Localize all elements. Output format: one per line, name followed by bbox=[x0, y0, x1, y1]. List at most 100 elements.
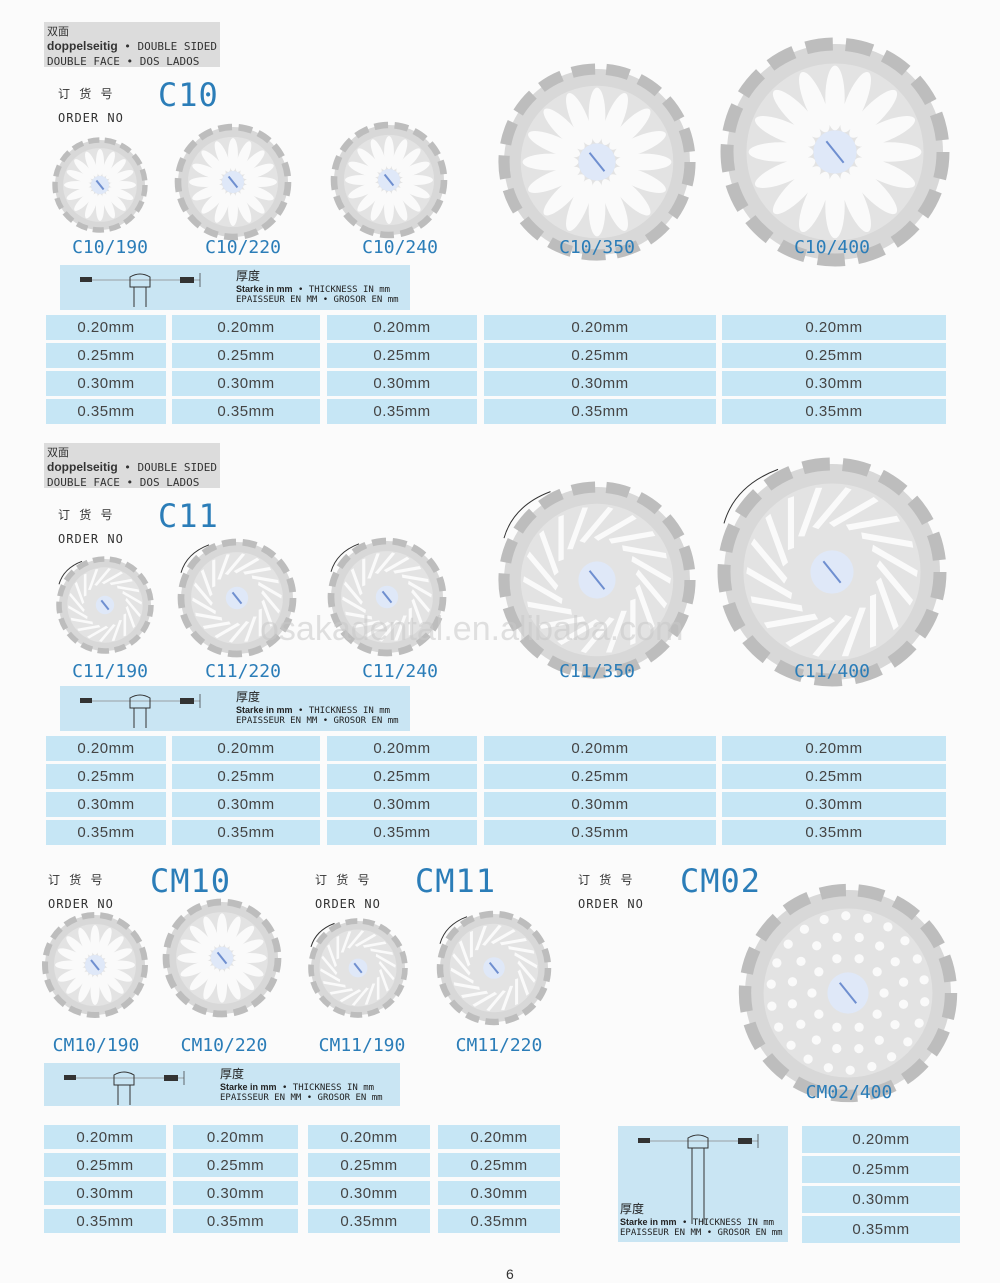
thickness-cell: 0.25mm bbox=[438, 1153, 560, 1177]
thickness-cell: 0.30mm bbox=[46, 370, 166, 396]
thickness-cell: 0.35mm bbox=[438, 1209, 560, 1233]
thickness-cell: 0.25mm bbox=[327, 763, 477, 789]
legend-zh: 厚度 bbox=[220, 1067, 245, 1081]
thickness-cell: 0.25mm bbox=[46, 342, 166, 368]
thickness-cell: 0.30mm bbox=[172, 370, 320, 396]
thickness-cell: 0.35mm bbox=[802, 1215, 960, 1243]
diamond-disc-image bbox=[327, 537, 447, 657]
header-box: 双面 doppelseitig • DOUBLE SIDED DOUBLE FACE… bbox=[44, 22, 220, 68]
thickness-cell: 0.25mm bbox=[802, 1155, 960, 1183]
disc-order-code: CM10/220 bbox=[180, 1035, 268, 1056]
header-de: doppelseitig bbox=[47, 460, 118, 474]
thickness-cell: 0.30mm bbox=[722, 791, 946, 817]
mandrel-diagram-icon bbox=[80, 694, 201, 728]
legend-line2: EPAISSEUR EN MM • GROSOR EN mm bbox=[620, 1228, 783, 1238]
order-label: 订 货 号 ORDER NO bbox=[48, 868, 114, 916]
thickness-cell: 0.20mm bbox=[484, 735, 716, 761]
disc-order-code: CM02/400 bbox=[805, 1082, 893, 1103]
thickness-cell: 0.35mm bbox=[722, 819, 946, 845]
thickness-cell: 0.30mm bbox=[308, 1181, 430, 1205]
thickness-cell: 0.20mm bbox=[327, 735, 477, 761]
disc-order-code: C10/350 bbox=[559, 237, 635, 258]
disc-order-code: C11/350 bbox=[559, 661, 635, 682]
order-code: CM11 bbox=[415, 862, 497, 900]
thickness-cell: 0.20mm bbox=[438, 1125, 560, 1149]
diamond-disc-image bbox=[162, 898, 282, 1018]
legend-en: • THICKNESS IN mm bbox=[281, 1083, 375, 1093]
mandrel-diagram-icon bbox=[80, 273, 201, 307]
order-label: 订 货 号 ORDER NO bbox=[58, 82, 124, 130]
order-label: 订 货 号 ORDER NO bbox=[58, 503, 124, 551]
thickness-cell: 0.25mm bbox=[308, 1153, 430, 1177]
thickness-cell: 0.20mm bbox=[173, 1125, 298, 1149]
legend-en: • THICKNESS IN mm bbox=[297, 285, 391, 295]
thickness-cell: 0.25mm bbox=[46, 763, 166, 789]
legend-line2: EPAISSEUR EN MM • GROSOR EN mm bbox=[236, 716, 399, 726]
order-label-en: ORDER NO bbox=[315, 897, 381, 911]
order-label: 订 货 号 ORDER NO bbox=[578, 868, 644, 916]
header-de: doppelseitig bbox=[47, 39, 118, 53]
legend-de: Starke in mm bbox=[236, 705, 293, 715]
disc-order-code: CM10/190 bbox=[52, 1035, 140, 1056]
diamond-disc-image bbox=[52, 137, 148, 233]
thickness-cell: 0.35mm bbox=[484, 819, 716, 845]
watermark: osakadental.en.alibaba.com bbox=[260, 610, 684, 648]
thickness-cell: 0.35mm bbox=[327, 819, 477, 845]
disc-order-code: C11/220 bbox=[205, 661, 281, 682]
diamond-disc-image bbox=[720, 37, 950, 267]
thickness-cell: 0.25mm bbox=[44, 1153, 166, 1177]
thickness-cell: 0.30mm bbox=[327, 370, 477, 396]
order-code: CM10 bbox=[150, 862, 232, 900]
thickness-cell: 0.20mm bbox=[46, 735, 166, 761]
thickness-cell: 0.35mm bbox=[173, 1209, 298, 1233]
diamond-disc-image bbox=[174, 123, 292, 241]
thickness-cell: 0.35mm bbox=[172, 398, 320, 424]
thickness-cell: 0.30mm bbox=[438, 1181, 560, 1205]
order-code: C11 bbox=[158, 497, 219, 535]
order-label-en: ORDER NO bbox=[578, 897, 644, 911]
header-en: • DOUBLE SIDED bbox=[124, 40, 218, 53]
disc-order-code: C10/220 bbox=[205, 237, 281, 258]
header-line2: DOUBLE FACE • DOS LADOS bbox=[47, 476, 200, 489]
thickness-cell: 0.30mm bbox=[172, 791, 320, 817]
disc-order-code: C10/240 bbox=[362, 237, 438, 258]
thickness-cell: 0.30mm bbox=[46, 791, 166, 817]
mandrel-diagram-icon bbox=[64, 1071, 185, 1105]
diamond-disc-image bbox=[738, 883, 958, 1103]
thickness-cell: 0.35mm bbox=[722, 398, 946, 424]
diamond-disc-image bbox=[177, 538, 297, 658]
legend-line2: EPAISSEUR EN MM • GROSOR EN mm bbox=[236, 295, 399, 305]
thickness-cell: 0.25mm bbox=[172, 763, 320, 789]
disc-order-code: C11/240 bbox=[362, 661, 438, 682]
disc-order-code: C11/400 bbox=[794, 661, 870, 682]
thickness-cell: 0.25mm bbox=[722, 763, 946, 789]
thickness-cell: 0.30mm bbox=[44, 1181, 166, 1205]
legend-en: • THICKNESS IN mm bbox=[297, 706, 391, 716]
diamond-disc-image bbox=[717, 457, 947, 687]
header-en: • DOUBLE SIDED bbox=[124, 461, 218, 474]
legend-line2: EPAISSEUR EN MM • GROSOR EN mm bbox=[220, 1093, 383, 1103]
order-label-zh: 订 货 号 bbox=[578, 873, 634, 887]
thickness-cell: 0.20mm bbox=[44, 1125, 166, 1149]
thickness-cell: 0.35mm bbox=[44, 1209, 166, 1233]
header-zh: 双面 bbox=[47, 25, 69, 38]
thickness-cell: 0.25mm bbox=[484, 342, 716, 368]
legend-en: • THICKNESS IN mm bbox=[681, 1218, 775, 1228]
thickness-cell: 0.30mm bbox=[327, 791, 477, 817]
thickness-cell: 0.20mm bbox=[722, 735, 946, 761]
diamond-disc-image bbox=[308, 918, 408, 1018]
thickness-cell: 0.25mm bbox=[327, 342, 477, 368]
thickness-cell: 0.25mm bbox=[172, 342, 320, 368]
disc-order-code: C10/400 bbox=[794, 237, 870, 258]
diamond-disc-image bbox=[498, 481, 696, 679]
diamond-disc-image bbox=[42, 912, 148, 1018]
legend-zh: 厚度 bbox=[236, 269, 261, 283]
thickness-cell: 0.35mm bbox=[484, 398, 716, 424]
order-code: CM02 bbox=[680, 862, 762, 900]
thickness-cell: 0.20mm bbox=[327, 314, 477, 340]
thickness-cell: 0.30mm bbox=[173, 1181, 298, 1205]
page-number: 6 bbox=[506, 1266, 514, 1282]
diamond-disc-image bbox=[56, 556, 154, 654]
order-label-en: ORDER NO bbox=[58, 111, 124, 125]
legend-zh: 厚度 bbox=[620, 1202, 645, 1216]
